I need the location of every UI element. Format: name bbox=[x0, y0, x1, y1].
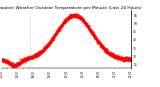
Title: Milwaukee Weather Outdoor Temperature per Minute (Last 24 Hours): Milwaukee Weather Outdoor Temperature pe… bbox=[0, 6, 142, 10]
